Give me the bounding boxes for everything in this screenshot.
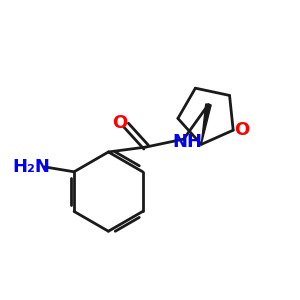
Text: O: O <box>235 121 250 139</box>
Text: H₂N: H₂N <box>13 158 50 176</box>
Text: O: O <box>112 114 127 132</box>
Polygon shape <box>201 104 211 144</box>
Text: NH: NH <box>172 133 203 151</box>
